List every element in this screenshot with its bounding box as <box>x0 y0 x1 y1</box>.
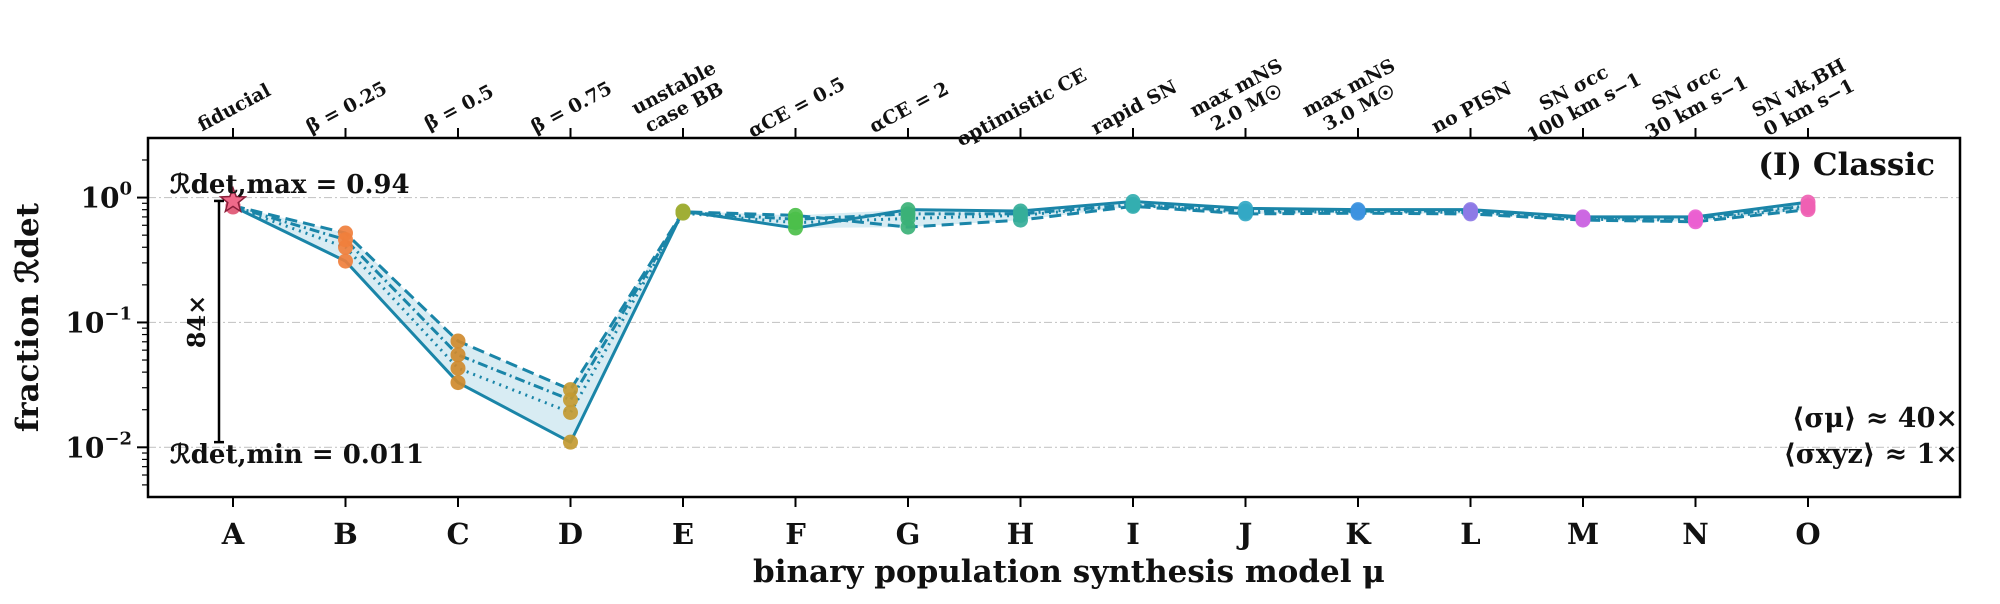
top-model-label: SN σcc30 km s−1 <box>1631 52 1751 144</box>
stat-sigma-xyz: ⟨σxyz⟩ ≈ 1× <box>1783 439 1958 470</box>
series-lines <box>232 200 1809 444</box>
data-point <box>450 347 466 363</box>
top-model-label: rapid SN <box>1088 76 1181 139</box>
top-model-label-line: β = 0.75 <box>528 77 616 138</box>
y-tick-label: 10−1 <box>65 303 132 339</box>
range-min-label: ℛdet,min = 0.011 <box>170 440 424 470</box>
data-point <box>1350 203 1366 219</box>
x-tick-label: F <box>785 517 806 551</box>
top-model-label-line: β = 0.25 <box>303 77 391 138</box>
top-model-label: αCE = 0.5 <box>745 73 849 142</box>
data-point <box>788 211 803 227</box>
top-model-label: max mNS2.0 M☉ <box>1186 55 1296 142</box>
fiducial-star-marker <box>218 185 248 214</box>
x-tick-label: H <box>1007 517 1034 551</box>
y-tick-exp: −2 <box>104 428 132 449</box>
x-tick-label: M <box>1567 517 1599 551</box>
x-tick-label: B <box>333 517 358 551</box>
data-markers <box>218 185 1816 450</box>
x-tick-label: E <box>672 517 694 551</box>
top-model-label: SN vk,BH0 km s−1 <box>1748 54 1859 141</box>
top-model-label: fiducial <box>194 79 274 136</box>
data-point <box>1013 206 1028 222</box>
data-point <box>338 253 353 269</box>
top-model-label: αCE = 2 <box>866 78 953 138</box>
x-tick-label: O <box>1795 517 1820 551</box>
top-model-label: unstablecase BB <box>628 57 730 139</box>
range-max-label: ℛdet,max = 0.94 <box>170 170 410 200</box>
data-point <box>450 333 466 349</box>
top-model-label: max mNS3.0 M☉ <box>1299 55 1409 142</box>
y-tick-exp: −1 <box>104 303 132 324</box>
y-tick-base: 10 <box>65 431 104 464</box>
data-point <box>450 360 466 376</box>
grid <box>148 196 1960 448</box>
top-model-label: β = 0.5 <box>421 80 497 135</box>
x-tick-label: G <box>896 517 921 551</box>
data-point <box>450 375 466 391</box>
x-tick-label: J <box>1236 517 1253 551</box>
y-tick-base: 10 <box>81 182 120 215</box>
data-point <box>563 392 578 408</box>
x-tick-label: C <box>446 517 469 551</box>
x-tick-label: D <box>558 517 583 551</box>
annotations: (I) Classic ℛdet,max = 0.94 ℛdet,min = 0.0… <box>170 147 1958 470</box>
y-tick-base: 10 <box>65 306 104 339</box>
top-model-label: SN σcc100 km s−1 <box>1513 49 1645 147</box>
data-point <box>563 382 578 398</box>
range-factor-label: 84× <box>182 295 211 349</box>
top-model-label: β = 0.25 <box>303 77 391 138</box>
data-point <box>675 204 691 220</box>
data-point <box>1125 197 1141 213</box>
top-model-label-line: rapid SN <box>1088 76 1181 139</box>
data-point <box>338 232 353 248</box>
y-axis-title: fraction ℛdet <box>10 202 46 432</box>
top-model-label-line: no PISN <box>1428 77 1515 137</box>
stat-sigma-mu: ⟨σμ⟩ ≈ 40× <box>1792 403 1958 434</box>
data-point <box>563 434 578 450</box>
x-axis-title: binary population synthesis model μ <box>753 554 1385 590</box>
data-point <box>1238 203 1253 219</box>
spread-band <box>233 201 1808 443</box>
top-model-label-line: fiducial <box>194 79 274 136</box>
x-tick-label: K <box>1345 517 1372 551</box>
spread-band-area <box>233 201 1808 443</box>
x-tick-label: L <box>1460 517 1480 551</box>
data-point <box>1463 203 1478 219</box>
panel-label: (I) Classic <box>1758 147 1935 183</box>
top-model-label: β = 0.75 <box>528 77 616 138</box>
top-model-label-line: β = 0.5 <box>421 80 497 135</box>
plot-frame <box>146 136 1962 499</box>
x-tick-label: I <box>1126 517 1140 551</box>
data-point <box>900 206 916 222</box>
data-point <box>563 405 578 421</box>
data-point <box>1688 210 1703 226</box>
x-tick-label: A <box>221 517 245 551</box>
data-point <box>1575 210 1591 226</box>
top-model-label: no PISN <box>1428 77 1515 137</box>
top-model-label-line: αCE = 2 <box>866 78 953 138</box>
series-line-dotted <box>232 203 1809 415</box>
series-line-solid <box>232 200 1809 444</box>
y-tick-label: 100 <box>81 179 133 215</box>
y-tick-label: 10−2 <box>65 428 132 464</box>
top-model-label-line: αCE = 0.5 <box>745 73 849 142</box>
y-tick-exp: 0 <box>119 179 132 200</box>
x-tick-label: N <box>1682 517 1709 551</box>
data-point <box>1800 198 1816 214</box>
